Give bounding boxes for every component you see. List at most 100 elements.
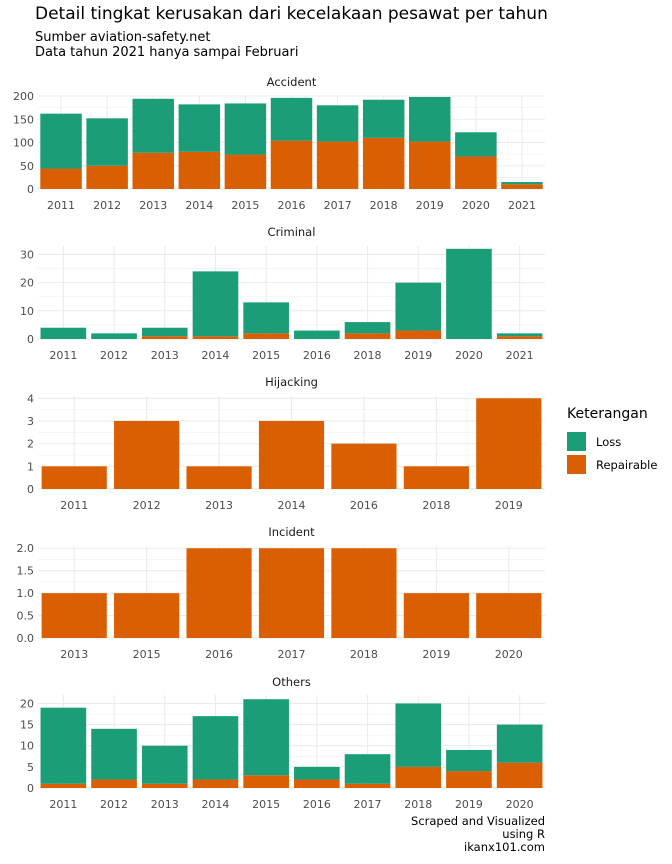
x-tick-label: 2012 (100, 798, 128, 811)
bar-repairable-accident-2013 (132, 152, 174, 189)
x-tick-label: 2011 (47, 199, 75, 212)
chart-title: Detail tingkat kerusakan dari kecelakaan… (35, 4, 548, 24)
bar-repairable-others-2014 (192, 779, 239, 788)
y-tick-label: 10 (20, 740, 34, 753)
bar-repairable-accident-2019 (409, 141, 451, 189)
bar-loss-criminal-2020 (446, 248, 492, 339)
y-tick-label: 2 (27, 438, 34, 451)
legend-label-loss: Loss (596, 434, 622, 449)
bar-repairable-others-2020 (496, 762, 543, 788)
facet-criminal: Criminal 0 10 20 30 2011 2012 2013 2014 2015 2016 2… (20, 225, 545, 362)
x-tick-label: 2019 (455, 798, 483, 811)
bar-repairable-hijacking-2014 (258, 420, 325, 489)
x-tick-label: 2013 (139, 199, 167, 212)
y-tick-label: 3 (27, 415, 34, 428)
bar-repairable-criminal-2013 (141, 336, 188, 339)
chart-subtitle-source: Sumber aviation-safety.net (35, 30, 211, 45)
legend-title: Keterangan (567, 406, 648, 422)
bar-loss-others-2017 (344, 754, 391, 784)
x-tick-label: 2011 (49, 349, 77, 362)
x-tick-label: 2019 (416, 199, 444, 212)
x-tick-label: 2014 (201, 798, 229, 811)
x-tick-label: 2014 (278, 499, 306, 512)
x-tick-label: 2020 (462, 199, 490, 212)
bar-repairable-hijacking-2013 (186, 466, 252, 489)
facet-title-others: Others (272, 675, 311, 689)
y-tick-label: 1.5 (17, 565, 35, 578)
bar-repairable-others-2017 (344, 783, 391, 788)
y-tick-label: 50 (20, 160, 34, 173)
bar-repairable-criminal-2021 (496, 336, 543, 339)
y-tick-label: 15 (20, 719, 34, 732)
bar-repairable-incident-2013 (41, 593, 107, 638)
bar-repairable-criminal-2015 (243, 333, 289, 339)
x-tick-label: 2015 (252, 798, 280, 811)
x-tick-label: 2016 (278, 199, 306, 212)
x-tick-label: 2017 (324, 199, 352, 212)
legend-label-repairable: Repairable (596, 457, 658, 472)
bar-loss-criminal-2015 (243, 302, 289, 334)
bar-loss-others-2012 (91, 728, 137, 780)
y-tick-label: 0.0 (17, 632, 35, 645)
bar-loss-others-2015 (243, 699, 289, 776)
x-tick-label: 2021 (506, 349, 534, 362)
x-tick-label: 2013 (151, 349, 179, 362)
bar-repairable-hijacking-2012 (114, 420, 180, 489)
y-tick-label: 10 (20, 305, 34, 318)
caption-line-3: ikanx101.com (464, 840, 545, 854)
bar-repairable-incident-2016 (186, 548, 252, 638)
bar-loss-others-2018 (395, 703, 442, 767)
x-tick-label: 2020 (495, 648, 523, 661)
caption-line-1: Scraped and Visualized (411, 814, 545, 828)
x-tick-label: 2014 (185, 199, 213, 212)
bar-repairable-accident-2015 (224, 154, 267, 189)
bar-loss-accident-2015 (224, 103, 267, 155)
x-tick-label: 2016 (303, 798, 331, 811)
bar-loss-criminal-2011 (40, 327, 87, 339)
y-tick-label: 20 (20, 697, 34, 710)
bar-repairable-hijacking-2018 (403, 466, 469, 489)
bar-repairable-accident-2021 (501, 184, 543, 189)
bar-loss-accident-2017 (316, 105, 359, 142)
y-tick-label: 0 (27, 483, 34, 496)
x-tick-label: 2011 (49, 798, 77, 811)
x-tick-label: 2012 (100, 349, 128, 362)
caption-line-2: using R (502, 827, 545, 841)
bar-repairable-criminal-2018 (344, 333, 391, 339)
x-tick-label: 2021 (508, 199, 536, 212)
y-tick-label: 2.0 (17, 542, 35, 555)
bar-loss-others-2019 (446, 749, 492, 772)
y-tick-label: 0 (27, 333, 34, 346)
bar-repairable-others-2018 (395, 766, 442, 788)
bar-loss-criminal-2018 (344, 322, 391, 334)
x-tick-label: 2018 (422, 499, 450, 512)
bar-repairable-incident-2015 (114, 593, 180, 638)
bar-repairable-incident-2019 (403, 593, 469, 638)
bar-loss-accident-2018 (362, 99, 405, 138)
bar-repairable-accident-2016 (270, 140, 313, 189)
x-tick-label: 2017 (278, 648, 306, 661)
y-tick-label: 200 (13, 90, 34, 103)
bar-repairable-others-2011 (40, 783, 87, 788)
y-tick-label: 100 (13, 137, 34, 150)
bar-loss-accident-2013 (132, 98, 174, 153)
bar-loss-accident-2020 (455, 132, 497, 157)
bar-repairable-criminal-2019 (395, 330, 442, 339)
bar-loss-criminal-2021 (496, 333, 543, 337)
bar-repairable-hijacking-2011 (41, 466, 107, 489)
bar-loss-accident-2014 (178, 104, 221, 152)
bar-repairable-hijacking-2019 (476, 398, 542, 489)
x-tick-label: 2016 (350, 499, 378, 512)
x-tick-label: 2018 (370, 199, 398, 212)
x-tick-label: 2016 (303, 349, 331, 362)
x-tick-label: 2019 (404, 349, 432, 362)
bar-repairable-others-2013 (141, 783, 188, 788)
legend: Keterangan Loss Repairable (567, 406, 657, 476)
x-tick-label: 2018 (354, 349, 382, 362)
bar-repairable-criminal-2014 (192, 336, 239, 339)
bar-loss-criminal-2012 (91, 333, 137, 339)
bar-repairable-others-2016 (294, 779, 340, 788)
legend-item-loss: Loss (567, 430, 657, 453)
y-tick-label: 0.5 (17, 610, 35, 623)
